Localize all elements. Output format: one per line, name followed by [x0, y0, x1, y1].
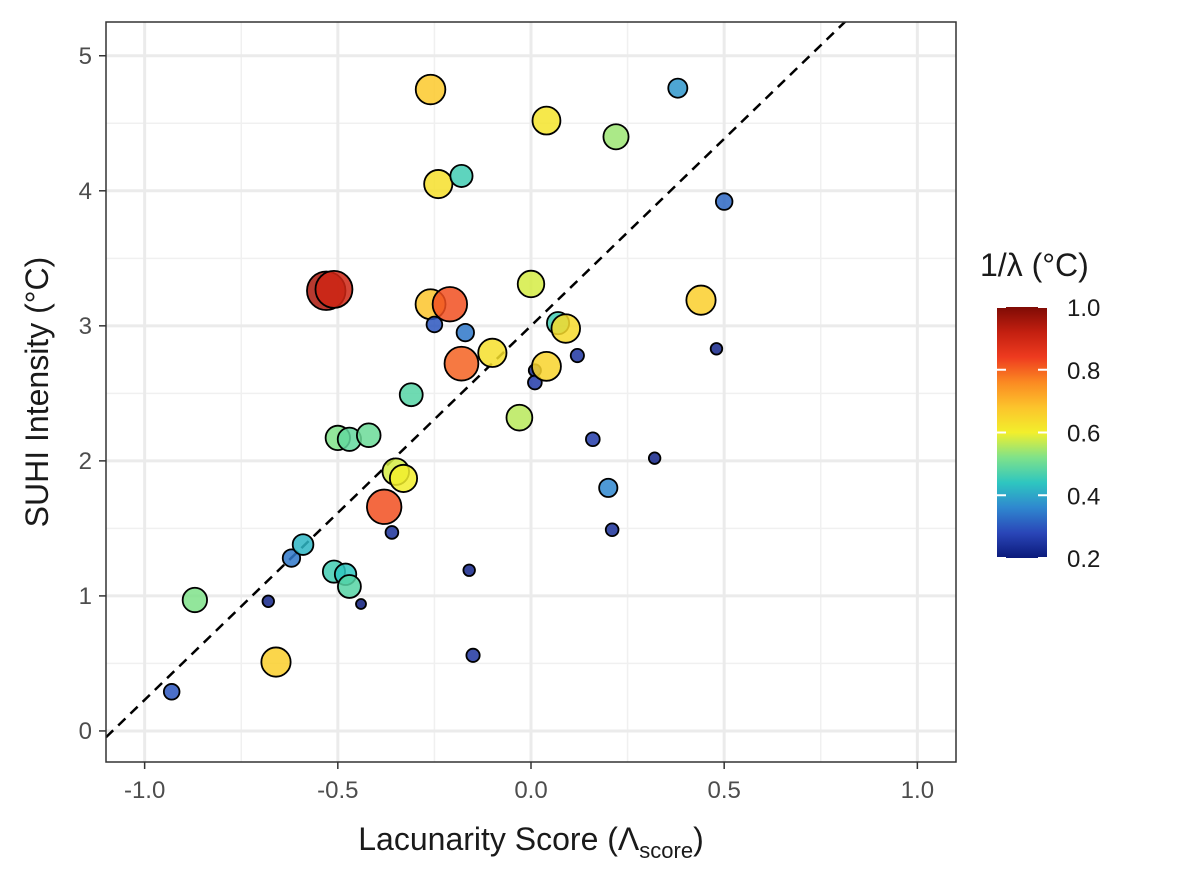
data-point — [449, 163, 474, 188]
data-point — [314, 269, 354, 309]
data-point — [260, 646, 292, 678]
data-point — [477, 337, 508, 368]
colorbar-tick-label: 1.0 — [1067, 295, 1100, 322]
data-point — [398, 382, 424, 408]
data-point — [291, 533, 315, 556]
data-point — [423, 169, 454, 200]
data-point — [647, 451, 662, 465]
data-points — [162, 73, 734, 701]
data-point — [384, 525, 400, 540]
colorbar-tick-label: 0.6 — [1067, 421, 1100, 448]
x-tick-label: 1.0 — [901, 777, 934, 804]
data-point — [531, 105, 562, 136]
x-axis-title-end: ) — [693, 821, 704, 857]
colorbar-tick-label: 0.8 — [1067, 358, 1100, 385]
data-point — [602, 123, 630, 151]
y-axis-title: SUHI Intensity (°C) — [19, 257, 55, 528]
data-point — [531, 350, 562, 382]
x-axis-title-subscript: score — [639, 838, 693, 863]
color-legend: 1/λ (°C) 0.2 0.4 0.6 0.8 1.0 — [980, 247, 1100, 573]
data-point — [261, 594, 275, 608]
data-point — [505, 403, 534, 432]
data-point — [388, 463, 419, 493]
x-axis-ticks: -1.0 -0.5 0.0 0.5 1.0 — [124, 762, 934, 804]
data-point — [709, 342, 724, 356]
data-point — [462, 563, 476, 577]
data-point — [604, 522, 620, 538]
y-tick-label: 2 — [79, 448, 92, 475]
y-tick-label: 1 — [79, 583, 92, 610]
x-tick-label: -1.0 — [124, 777, 165, 804]
y-tick-label: 3 — [79, 313, 92, 340]
data-point — [366, 488, 403, 525]
data-point — [355, 598, 367, 610]
data-point — [181, 586, 208, 614]
x-axis-title: Lacunarity Score (Λscore) — [358, 821, 704, 863]
data-point — [455, 322, 475, 343]
x-tick-label: -0.5 — [317, 777, 358, 804]
color-legend-title: 1/λ (°C) — [980, 247, 1089, 283]
data-point — [431, 286, 468, 323]
data-point — [443, 345, 480, 382]
data-point — [714, 192, 734, 211]
data-point — [425, 315, 444, 334]
data-point — [162, 683, 181, 701]
data-point — [585, 431, 601, 448]
x-tick-label: 0.0 — [514, 777, 547, 804]
colorbar-tick-label: 0.4 — [1067, 483, 1100, 510]
y-tick-label: 5 — [79, 43, 92, 70]
data-point — [569, 348, 585, 364]
data-point — [598, 477, 619, 498]
y-tick-label: 0 — [79, 718, 92, 745]
x-axis-title-main: Lacunarity Score (Λ — [358, 821, 640, 857]
y-axis-ticks: 0 1 2 3 4 5 — [79, 43, 106, 745]
y-tick-label: 4 — [79, 178, 92, 205]
data-point — [667, 77, 689, 99]
colorbar-tick-label: 0.2 — [1067, 546, 1100, 573]
grid-major — [106, 22, 956, 762]
data-point — [281, 548, 302, 568]
data-point — [516, 269, 546, 299]
data-point — [355, 422, 382, 448]
data-point — [465, 647, 481, 663]
data-point — [550, 313, 581, 344]
data-point — [337, 574, 362, 599]
colorbar-ticks: 0.2 0.4 0.6 0.8 1.0 — [997, 295, 1100, 573]
x-tick-label: 0.5 — [707, 777, 740, 804]
data-point — [685, 284, 717, 316]
data-point — [414, 73, 447, 106]
